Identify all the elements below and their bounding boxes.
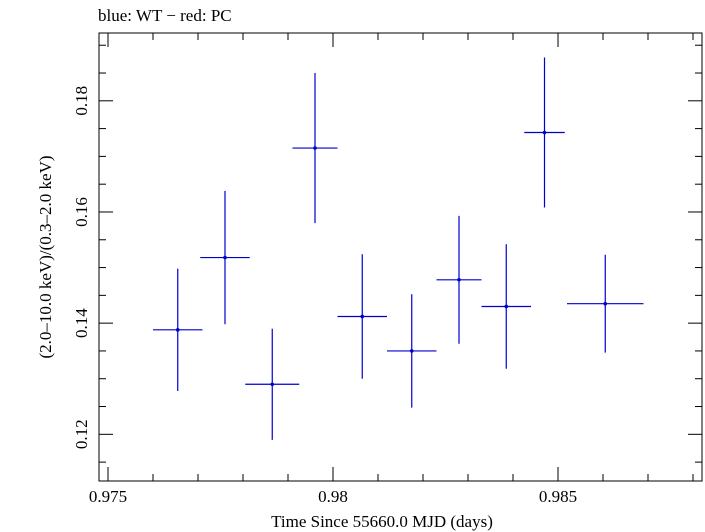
x-axis-label: Time Since 55660.0 MJD (days) xyxy=(271,512,493,531)
data-point xyxy=(245,328,300,440)
data-marker xyxy=(457,277,461,282)
y-axis: 0.12 0.14 0.16 0.18 xyxy=(72,44,702,463)
data-point xyxy=(524,57,565,208)
data-marker xyxy=(409,349,414,353)
plot-frame xyxy=(98,32,703,482)
data-point xyxy=(337,254,387,379)
data-marker xyxy=(223,255,227,260)
y-axis-label: (2.0–10.0 keV)/(0.3–2.0 keV) xyxy=(36,155,55,358)
data-point xyxy=(567,254,644,353)
y-tick-label: 0.12 xyxy=(72,419,91,449)
data-point xyxy=(153,268,203,391)
data-marker xyxy=(504,304,509,309)
data-marker xyxy=(313,146,317,150)
data-point xyxy=(292,73,338,224)
chart-title: blue: WT − red: PC xyxy=(98,6,232,25)
x-tick-label: 0.98 xyxy=(318,487,348,506)
x-axis: 0.975 0.98 0.985 xyxy=(89,33,694,506)
data-points xyxy=(153,57,644,440)
data-point xyxy=(481,244,531,369)
data-marker xyxy=(360,314,365,319)
data-marker xyxy=(175,328,180,332)
y-tick-label: 0.18 xyxy=(72,86,91,116)
x-tick-label: 0.985 xyxy=(539,487,577,506)
y-tick-label: 0.14 xyxy=(72,308,91,338)
data-point xyxy=(436,215,482,344)
data-marker xyxy=(603,301,608,306)
x-tick-label: 0.975 xyxy=(89,487,127,506)
data-point xyxy=(200,190,250,325)
data-point xyxy=(387,294,437,408)
data-marker xyxy=(270,382,275,387)
data-marker xyxy=(542,130,547,135)
y-tick-label: 0.16 xyxy=(72,197,91,227)
